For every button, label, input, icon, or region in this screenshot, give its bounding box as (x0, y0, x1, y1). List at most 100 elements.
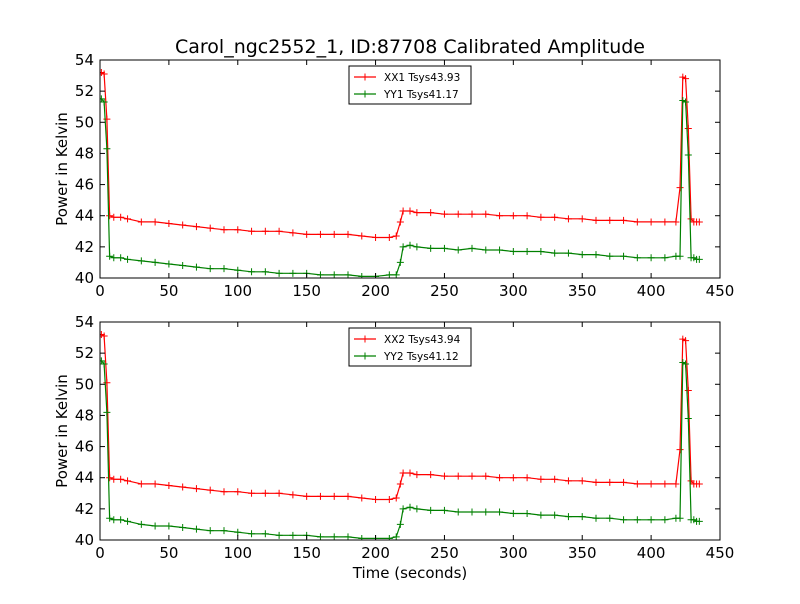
data-point (399, 505, 407, 513)
data-point (413, 505, 421, 513)
data-point (523, 474, 531, 482)
series-2 (100, 95, 703, 278)
y-tick-label: 42 (75, 238, 94, 256)
data-point (672, 480, 680, 488)
data-point (330, 271, 338, 278)
data-point (117, 254, 125, 262)
data-point (165, 220, 173, 227)
data-point (106, 212, 114, 220)
data-point (537, 213, 545, 221)
data-point (633, 480, 641, 488)
data-point (392, 533, 400, 540)
y-tick-label: 44 (75, 469, 94, 487)
data-point (234, 226, 242, 234)
data-point (151, 480, 159, 488)
data-point (454, 508, 462, 516)
series-2 (100, 357, 703, 540)
x-tick-label: 150 (292, 282, 321, 300)
x-tick-label: 0 (95, 282, 105, 300)
data-point (344, 230, 352, 238)
data-point (124, 517, 132, 525)
data-point (275, 269, 283, 277)
data-point (330, 492, 338, 500)
data-point (695, 255, 703, 263)
data-point (396, 218, 404, 226)
data-point (695, 480, 703, 488)
data-point (261, 268, 269, 276)
data-point (396, 520, 404, 528)
data-point (647, 516, 655, 524)
data-point (192, 525, 200, 533)
x-axis-label: Time (seconds) (352, 564, 468, 582)
x-tick-label: 400 (637, 282, 666, 300)
data-point (406, 207, 414, 215)
data-point (684, 415, 692, 423)
data-point (682, 337, 690, 345)
data-point (103, 379, 111, 387)
axes-frame (99, 59, 721, 279)
data-point (151, 218, 159, 226)
data-point (117, 213, 125, 221)
data-point (509, 248, 517, 256)
legend-marker (361, 90, 369, 98)
data-point (672, 218, 680, 226)
data-point (399, 207, 407, 215)
data-point (124, 477, 132, 485)
data-point (330, 230, 338, 238)
data-point (275, 489, 283, 497)
data-point (551, 213, 559, 221)
data-point (289, 531, 297, 539)
data-point (564, 513, 572, 521)
y-tick-label: 52 (75, 344, 94, 362)
data-point (137, 218, 145, 226)
y-tick-label: 50 (75, 113, 94, 131)
data-point (695, 218, 703, 226)
legend: XX2 Tsys43.94 YY2 Tsys41.12 (348, 327, 472, 367)
y-tick-label: 54 (75, 51, 94, 69)
data-point (523, 212, 531, 220)
data-point (633, 254, 641, 262)
x-tick-label: 350 (568, 282, 597, 300)
data-point (117, 475, 125, 483)
legend-marker (361, 352, 369, 360)
data-point (385, 234, 393, 242)
subplot-1: 0 50 100 150 200 250 300 350 400 450 40 42 44 46 48 50 5… (53, 51, 734, 300)
data-point (427, 209, 435, 217)
x-tick-label: 450 (706, 282, 735, 300)
series-line (100, 360, 700, 540)
data-point (440, 210, 448, 218)
data-point (396, 480, 404, 488)
data-point (248, 489, 256, 497)
x-tick-label: 350 (568, 544, 597, 562)
data-point (468, 210, 476, 218)
x-tick-label: 200 (361, 282, 390, 300)
data-point (100, 70, 108, 78)
data-point (106, 514, 114, 522)
data-point (578, 477, 586, 485)
figure-title: Carol_ngc2552_1, ID:87708 Calibrated Amp… (175, 36, 645, 58)
data-point (684, 151, 692, 159)
data-point (468, 508, 476, 516)
data-point (661, 516, 669, 524)
data-point (413, 243, 421, 251)
data-point (676, 252, 684, 260)
data-point (206, 486, 214, 494)
legend-entry: YY2 Tsys41.12 (354, 351, 459, 363)
x-tick-label: 100 (223, 544, 252, 562)
data-point (537, 475, 545, 483)
legend: XX1 Tsys43.93 YY1 Tsys41.17 (348, 65, 472, 105)
data-point (289, 229, 297, 237)
data-point (151, 522, 159, 530)
data-point (275, 227, 283, 235)
data-point (392, 232, 400, 240)
y-tick-label: 46 (75, 438, 94, 456)
data-point (454, 246, 462, 254)
data-point (179, 483, 187, 491)
data-point (647, 480, 655, 488)
data-point (100, 98, 108, 106)
data-point (523, 248, 531, 256)
legend-marker (361, 335, 369, 343)
data-point (606, 478, 614, 486)
legend-label: YY2 Tsys41.12 (383, 351, 459, 363)
legend-entry: YY1 Tsys41.17 (354, 89, 459, 101)
